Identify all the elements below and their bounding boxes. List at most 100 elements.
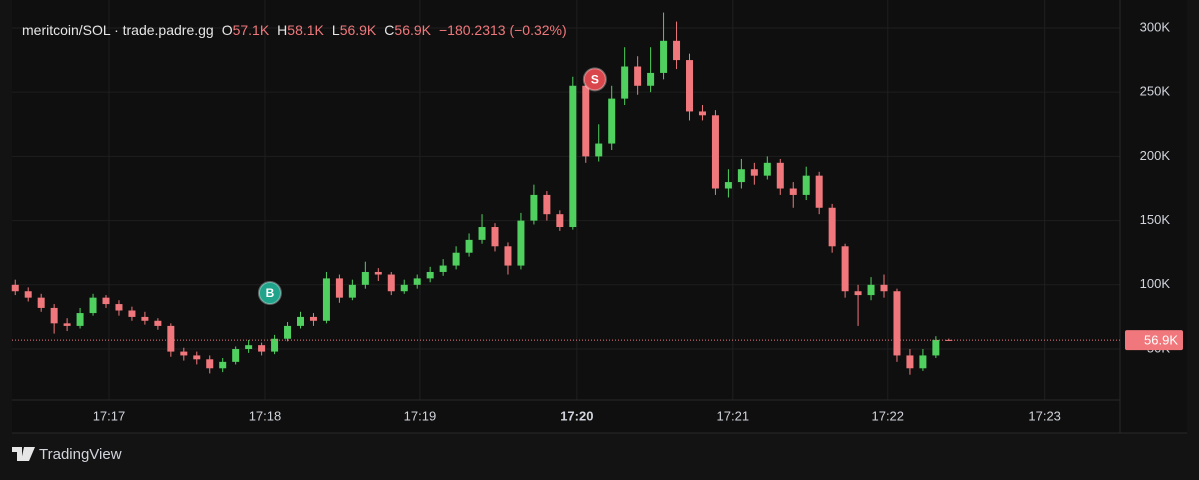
candle-body	[750, 169, 758, 176]
candle-body	[297, 316, 305, 326]
candle-body	[452, 252, 460, 266]
candle-body	[595, 143, 603, 157]
candle-body	[258, 345, 266, 352]
candle-body	[737, 169, 745, 183]
x-tick-label: 17:20	[560, 408, 593, 423]
trade-marker-label: B	[266, 286, 275, 300]
candle-body	[698, 111, 706, 116]
candle-body	[711, 115, 719, 189]
candle-body	[361, 271, 369, 285]
last-price-label: 56.9K	[1144, 333, 1178, 348]
trade-marker	[257, 281, 282, 306]
candle-body	[335, 278, 343, 298]
candle-body	[647, 72, 655, 86]
candle-body	[608, 98, 616, 144]
ohlc-value: 56.9K	[340, 22, 377, 38]
candle-body	[24, 291, 32, 298]
candle-body	[271, 338, 279, 352]
ohlc: O57.1K H58.1K L56.9K C56.9K	[222, 22, 432, 38]
brand: TradingView	[39, 446, 122, 463]
candle-body	[180, 351, 188, 356]
candle-body	[880, 284, 888, 292]
ohlc-key: O	[222, 22, 233, 38]
candle-body	[426, 271, 434, 279]
ohlc-value: 58.1K	[287, 22, 324, 38]
candles	[11, 12, 953, 375]
candle-body	[76, 313, 84, 326]
candle-body	[491, 227, 499, 247]
candle-body	[569, 85, 577, 228]
candle-body	[387, 274, 395, 292]
ohlc-key: H	[277, 22, 287, 38]
x-tick-label: 17:22	[871, 408, 904, 423]
y-tick-label: 150K	[1140, 212, 1171, 227]
x-tick-label: 17:19	[404, 408, 437, 423]
candle-body	[504, 246, 512, 266]
candle-body	[919, 355, 927, 369]
y-tick-label: 200K	[1140, 148, 1171, 163]
legend: meritcoin/SOL · trade.padre.gg O57.1K H58.…	[22, 22, 567, 38]
ohlc-value: 57.1K	[233, 22, 270, 38]
candle-body	[11, 284, 19, 292]
grid	[12, 0, 1120, 400]
candle-body	[465, 239, 473, 253]
candle-body	[634, 66, 642, 86]
candle-body	[141, 316, 149, 321]
candle-body	[115, 304, 123, 311]
candle-body	[776, 162, 784, 189]
candle-body	[724, 182, 732, 189]
ohlc-value: 56.9K	[394, 22, 431, 38]
candle-body	[206, 359, 214, 369]
logo-icon	[12, 447, 35, 461]
candle-body	[232, 349, 240, 362]
candle-body	[893, 291, 901, 356]
candle-body	[802, 175, 810, 195]
candle-body	[309, 316, 317, 321]
candle-body	[128, 310, 136, 317]
candle-body	[660, 40, 668, 73]
candle-body	[193, 355, 201, 360]
candle-body	[37, 297, 45, 308]
candle-body	[867, 284, 875, 296]
candle-body	[517, 220, 525, 266]
candle-body	[789, 188, 797, 195]
y-tick-label: 100K	[1140, 276, 1171, 291]
candle-body	[219, 361, 227, 369]
ohlc-key: C	[384, 22, 394, 38]
candle-body	[478, 227, 486, 240]
candle-body	[102, 297, 110, 305]
tradingview-logo: TradingView	[12, 446, 122, 463]
candle-body	[63, 323, 71, 326]
candle-body	[543, 194, 551, 215]
y-tick-label: 250K	[1140, 84, 1171, 99]
candle-body	[167, 325, 175, 352]
candle-body	[815, 175, 823, 208]
candle-body	[582, 85, 590, 157]
candle-body	[322, 278, 330, 321]
candle-body	[154, 320, 162, 326]
candle-body	[841, 246, 849, 292]
candle-body	[932, 339, 940, 356]
candle-body	[348, 284, 356, 298]
x-tick-label: 17:18	[249, 408, 282, 423]
last-price-box	[1125, 330, 1183, 351]
x-tick-label: 17:21	[717, 408, 750, 423]
candle-body	[89, 297, 97, 314]
candle-body	[413, 278, 421, 285]
chart-background	[12, 0, 1187, 433]
candle-body	[245, 345, 253, 350]
candle-body	[906, 355, 914, 369]
candle-body	[673, 40, 681, 61]
candle-body	[828, 207, 836, 247]
candle-body	[763, 162, 771, 176]
candle-body	[530, 194, 538, 221]
ohlc-key: L	[332, 22, 340, 38]
x-tick-label: 17:23	[1028, 408, 1061, 423]
y-tick-label: 300K	[1140, 19, 1171, 34]
candle-body	[50, 307, 58, 324]
candle-body	[284, 325, 292, 339]
symbol: meritcoin/SOL · trade.padre.gg	[22, 22, 214, 38]
change: −180.2313 (−0.32%)	[439, 22, 567, 38]
candle-body	[621, 66, 629, 99]
